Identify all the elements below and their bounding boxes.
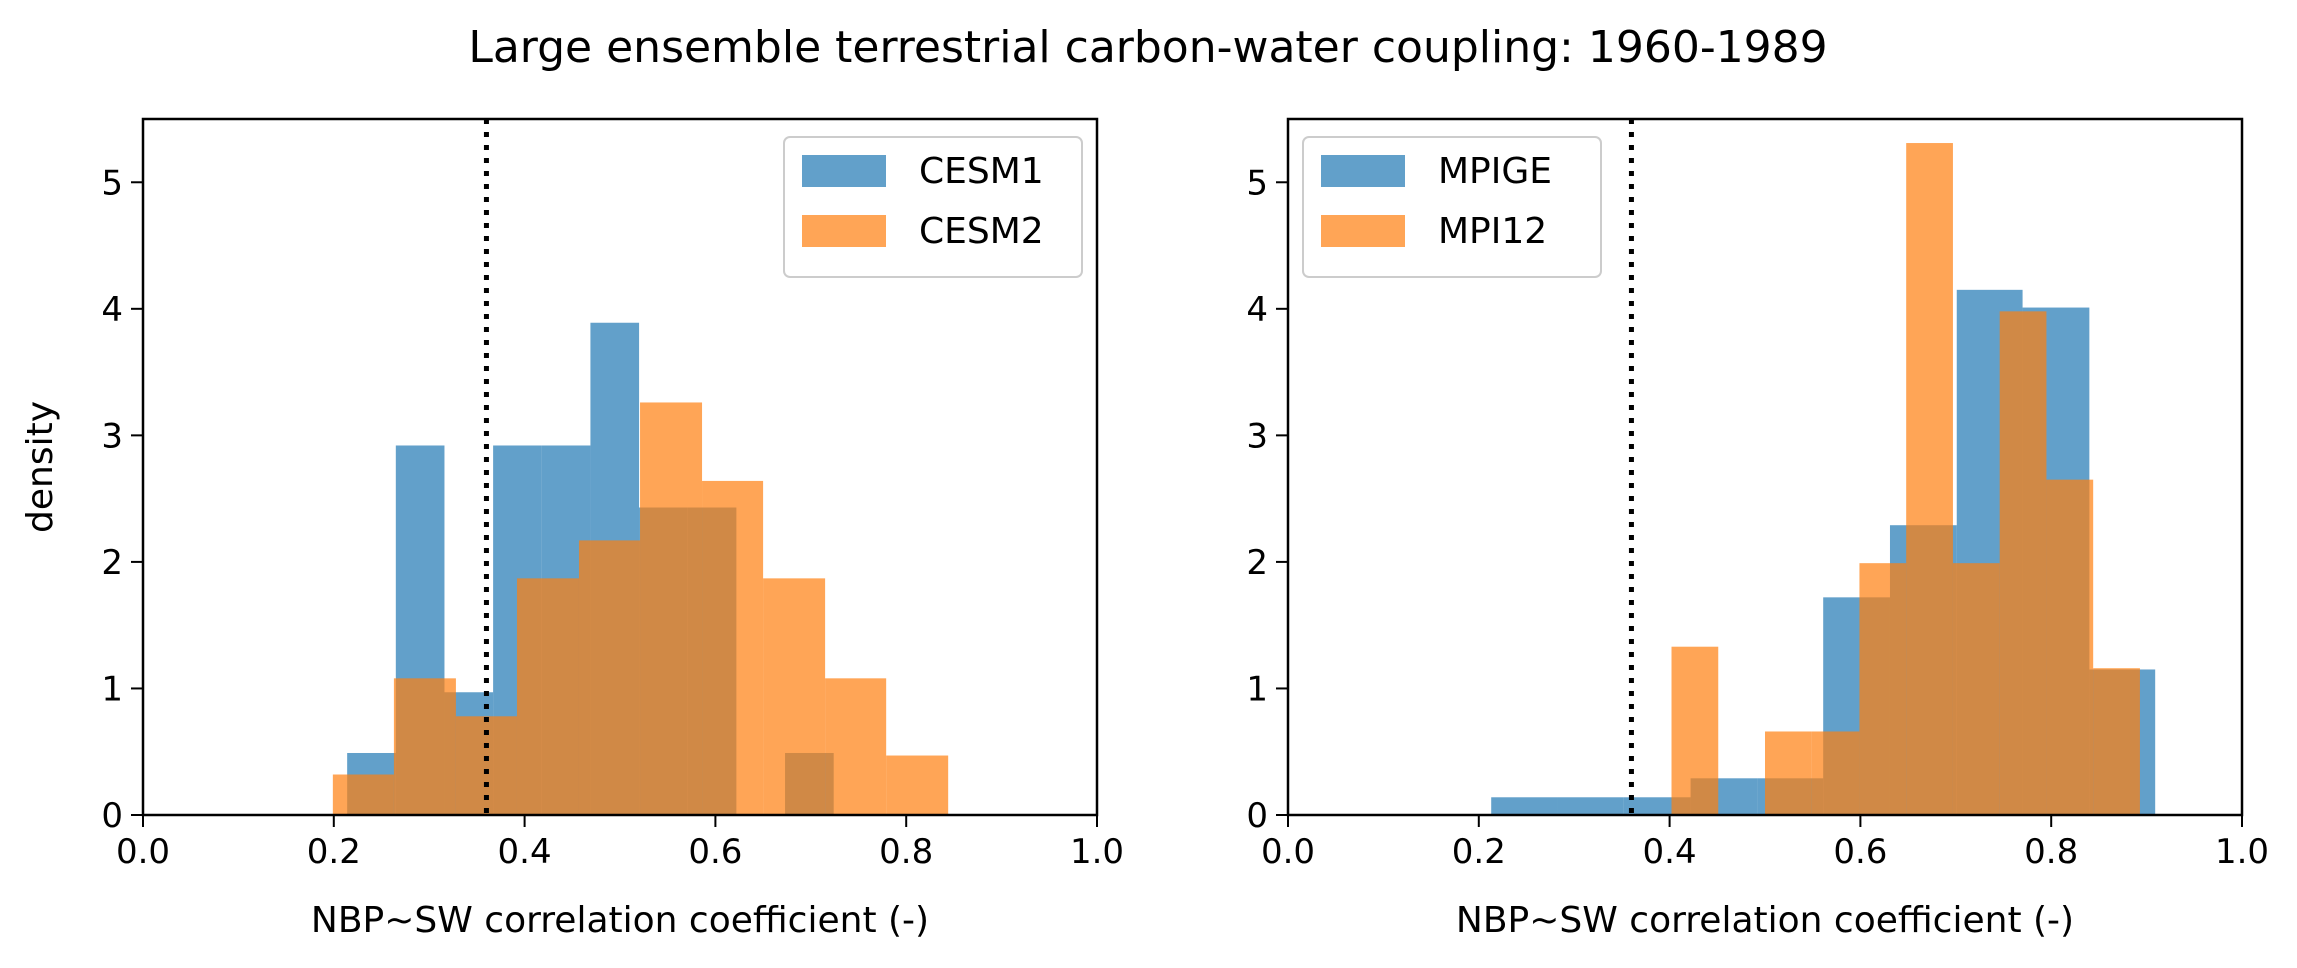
histogram-bar-mpi12-3 (1811, 731, 1860, 815)
legend-label-cesm1: CESM1 (919, 151, 1044, 192)
histogram-bar-mpi12-7 (1999, 311, 2047, 815)
figure-title: Large ensemble terrestrial carbon-water … (468, 22, 1827, 73)
histogram-bar-cesm2-8 (825, 678, 887, 815)
legend-label-mpi12: MPI12 (1438, 211, 1547, 252)
series-mpi12 (1671, 143, 2140, 815)
legend: MPIGE MPI12 (1302, 136, 1602, 278)
x-tick-label: 0.4 (1643, 832, 1697, 872)
x-tick-label: 0.8 (2024, 832, 2078, 872)
histogram-bar-cesm2-9 (886, 755, 949, 815)
histogram-bar-mpi12-5 (1906, 143, 1953, 815)
y-tick-label: 4 (101, 290, 123, 330)
histogram-bar-cesm2-6 (702, 480, 764, 815)
y-tick-label: 1 (101, 669, 123, 709)
x-tick-label: 0.0 (1261, 832, 1315, 872)
x-axis-label: NBP~SW correlation coefficient (-) (311, 900, 929, 941)
x-tick-label: 0.0 (116, 832, 170, 872)
histogram-bar-mpi12-6 (1952, 563, 2000, 815)
x-axis-label: NBP~SW correlation coefficient (-) (1456, 900, 2074, 941)
histogram-bar-mpi12-4 (1859, 563, 1907, 815)
histogram-bar-mpi12-0 (1671, 646, 1719, 815)
histogram-bar-cesm2-5 (640, 402, 703, 815)
legend-swatch-cesm2 (802, 215, 886, 247)
x-tick-label: 0.8 (879, 832, 933, 872)
x-tick-label: 1.0 (2215, 832, 2269, 872)
legend-swatch-mpige (1321, 155, 1405, 187)
y-tick-label: 3 (1246, 416, 1268, 456)
histogram-bar-cesm2-7 (763, 578, 826, 815)
y-tick-label: 0 (101, 796, 123, 836)
legend-swatch-mpi12 (1321, 215, 1405, 247)
x-tick-label: 0.6 (1833, 832, 1887, 872)
y-tick-label: 5 (1246, 163, 1268, 203)
y-tick-label: 0 (1246, 796, 1268, 836)
histogram-bar-cesm2-4 (578, 540, 641, 815)
legend-swatch-cesm1 (802, 155, 886, 187)
right-histogram-panel: 0.0 0.2 0.4 0.6 0.8 1.0 0 1 2 3 4 5 NBP~SW correlati… (1246, 117, 2269, 941)
histogram-bar-cesm2-3 (516, 578, 579, 815)
x-tick-label: 1.0 (1070, 832, 1124, 872)
legend-label-cesm2: CESM2 (919, 211, 1044, 252)
left-histogram-panel: 0.0 0.2 0.4 0.6 0.8 1.0 0 1 2 3 4 5 NBP~SW correlati… (20, 117, 1124, 941)
y-tick-label: 4 (1246, 290, 1268, 330)
legend: CESM1 CESM2 (783, 136, 1083, 278)
x-tick-label: 0.4 (498, 832, 552, 872)
y-tick-label: 1 (1246, 669, 1268, 709)
y-tick-label: 2 (1246, 543, 1268, 583)
histogram-bar-mpi12-8 (2046, 479, 2094, 815)
x-tick-label: 0.2 (1452, 832, 1506, 872)
y-tick-label: 3 (101, 416, 123, 456)
histogram-bar-mpi12-2 (1765, 731, 1812, 815)
histogram-bar-cesm2-0 (332, 774, 394, 815)
histogram-bar-mpige-1 (1557, 797, 1624, 815)
axes-frame (141, 117, 1099, 817)
axes-frame (1286, 117, 2244, 817)
y-tick-label: 5 (101, 163, 123, 203)
histogram-bar-mpi12-9 (2093, 668, 2140, 815)
y-axis-label: density (20, 401, 61, 533)
x-tick-label: 0.6 (688, 832, 742, 872)
x-tick-label: 0.2 (307, 832, 361, 872)
histogram-bar-mpige-0 (1491, 797, 1558, 815)
legend-label-mpige: MPIGE (1438, 151, 1552, 192)
histogram-bar-cesm2-1 (393, 678, 456, 815)
y-tick-label: 2 (101, 543, 123, 583)
